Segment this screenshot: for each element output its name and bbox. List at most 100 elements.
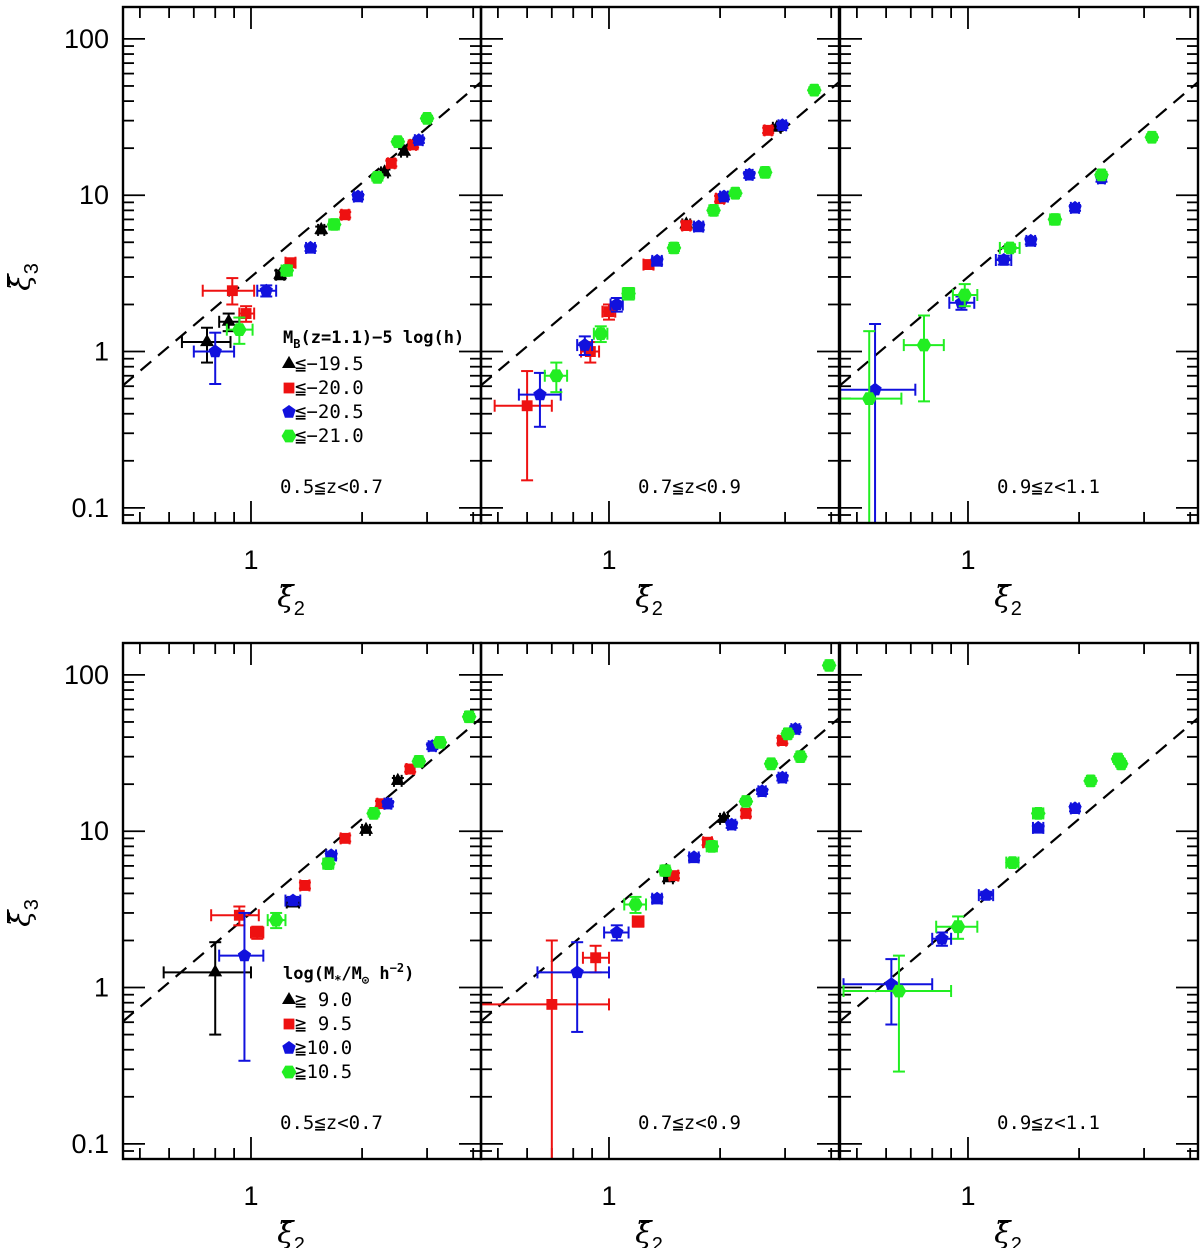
redshift-label: 0.5≦z<0.7 [280,1112,383,1134]
data-point [298,879,311,892]
legend-entry: ≦−20.5 [295,401,364,423]
square-marker [240,308,252,319]
data-point [385,157,398,170]
hexagon-marker [1083,774,1098,788]
hexagon-marker [861,392,877,405]
axis-ticks [840,7,1198,524]
data-point [390,135,406,149]
data-point [432,736,448,749]
panel-r1c1: 1 ξ̄2 0.7≦z<0.9 [479,641,841,1248]
hexagon-marker [432,736,448,749]
hexagon-marker [366,807,381,820]
triangle-marker [221,313,236,326]
x-tick-label: 1 [601,1181,616,1211]
square-marker [521,400,533,412]
series-green [842,752,1129,1073]
data-point [536,941,610,1033]
pentagon-marker [237,948,252,962]
data-point [218,911,265,1062]
data-point [592,325,609,344]
square-marker [251,927,263,938]
square-legend-marker [283,1018,295,1030]
y-tick-label: 1 [94,337,109,367]
data-point [742,167,756,181]
data-point [806,83,822,97]
hexagon-marker [549,369,564,383]
data-point [762,124,775,137]
data-point [650,891,664,905]
data-point [757,166,773,179]
hexagon-legend-marker [281,1065,297,1079]
hexagon-marker [1047,213,1063,226]
pentagon-marker [533,387,547,401]
data-point [775,770,789,784]
triangle-marker [208,964,223,977]
data-point [201,277,256,306]
series-red [210,763,417,940]
x-tick-label: 1 [243,545,258,575]
data-point [728,186,743,200]
x-tick-label: 1 [960,1181,975,1211]
axis-ticks [123,643,481,1160]
data-point [621,286,636,301]
hexagon-marker [821,659,837,672]
data-point [326,218,342,231]
pentagon-marker [717,189,731,203]
square-marker [603,306,615,318]
hexagon-marker [957,288,973,302]
data-point [998,241,1021,255]
data-point [667,869,680,882]
pentagon-marker [286,893,300,907]
reference-line [123,81,481,387]
x-axis-label: ξ̄2 [994,1216,1022,1248]
legend-entry: ≦−20.0 [295,377,364,399]
hexagon-marker [666,241,682,255]
hexagon-marker [1113,757,1129,771]
series-black [180,143,412,364]
pentagon-marker [351,189,365,203]
hexagon-marker [390,135,406,149]
axis-ticks [481,7,839,524]
reference-line [481,81,839,387]
data-point [977,888,995,902]
square-marker [546,999,558,1010]
pentagon-marker [1031,820,1045,834]
data-point [351,189,365,203]
y-axis-label: ξ̄3 [3,899,43,927]
hexagon-marker [232,323,247,336]
redshift-label: 0.5≦z<0.7 [280,476,383,498]
legend: log(M*/M⊙ h−2)≧ 9.0≧ 9.5≧10.0≧10.5 [281,961,414,1083]
plot-frame [838,641,1200,1161]
plot-frame [838,5,1200,525]
data-point [339,832,352,845]
data-point [210,905,260,927]
data-point [303,240,318,254]
data-point [1024,233,1038,247]
hexagon-marker [780,727,796,741]
data-point [657,864,673,877]
hexagon-legend-marker [281,429,297,443]
pentagon-marker [997,253,1011,266]
data-point [279,264,295,277]
triangle-marker [397,143,412,156]
axis-ticks [840,643,1198,1160]
x-axis-label: ξ̄2 [635,580,663,620]
redshift-label: 0.7≦z<0.9 [638,476,741,498]
data-point [366,807,381,820]
hexagon-marker [419,112,435,125]
data-point [284,893,302,907]
triangle-marker [200,334,214,347]
redshift-label: 0.9≦z<1.1 [997,1112,1100,1134]
series-blue [536,722,803,1033]
pentagon-marker [1024,233,1038,247]
pentagon-marker [610,925,624,939]
hexagon-marker [706,204,721,217]
hexagon-marker [1144,130,1160,144]
series-green [623,659,837,914]
pentagon-marker [259,283,273,297]
data-point [266,911,287,930]
hexagon-marker [411,755,427,768]
square-marker [762,124,774,136]
